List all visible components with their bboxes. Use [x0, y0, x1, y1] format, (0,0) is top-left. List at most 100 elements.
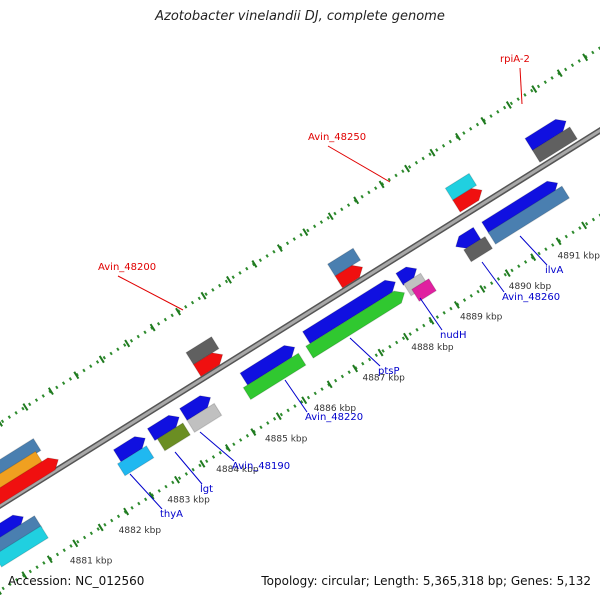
gene-feature[interactable] [242, 352, 307, 401]
track-tick [453, 300, 460, 309]
gene-feature[interactable] [326, 247, 362, 277]
gene-feature[interactable] [395, 266, 418, 286]
track-tick [124, 339, 131, 348]
tick-label: 4888 kbp [411, 343, 454, 353]
gene-feature[interactable] [0, 525, 49, 568]
gene-feature[interactable] [463, 235, 494, 263]
tick-label: 4884 kbp [216, 465, 259, 475]
gene-label-outer[interactable]: rpiA-2 [500, 54, 530, 65]
gene-label-inner[interactable]: ptsP [378, 366, 400, 377]
track-tick [148, 491, 155, 500]
genome-summary-text: Topology: circular; Length: 5,365,318 bp… [261, 574, 591, 588]
gene-label-inner[interactable]: Avin_48190 [232, 461, 290, 472]
track-tick [22, 403, 29, 411]
track-tick [200, 291, 207, 300]
track-tick [251, 260, 258, 268]
leader-line [481, 261, 505, 293]
gene-label-inner[interactable]: thyA [160, 509, 183, 520]
tick-label: 4886 kbp [314, 404, 357, 414]
gene-feature[interactable] [455, 226, 482, 249]
track-tick [377, 348, 384, 357]
track-tick [275, 412, 282, 421]
tick-label: 4885 kbp [265, 435, 308, 445]
track-tick [21, 571, 28, 580]
track-tick [199, 459, 206, 468]
gene-feature[interactable] [186, 402, 223, 433]
gene-feature[interactable] [524, 118, 567, 152]
gene-feature[interactable] [411, 278, 437, 302]
track-tick [403, 332, 409, 341]
tick-marks: 4881 kbp 4882 kbp 4883 kbp 4884 kbp 4885 kbp… [0, 53, 600, 595]
gene-feature[interactable] [481, 180, 559, 235]
gene-callouts: rpiA-2 Avin_48250 Avin_48200 ilvA Avin_48260… [98, 54, 563, 520]
gene-feature[interactable] [452, 187, 483, 213]
gene-feature[interactable] [0, 457, 59, 508]
tick-label: 4882 kbp [119, 526, 162, 536]
leader-line [519, 67, 523, 105]
gene-feature[interactable] [444, 172, 478, 201]
gene-label-inner[interactable]: ilvA [545, 265, 563, 276]
gene-feature[interactable] [178, 395, 212, 422]
gene-feature[interactable] [239, 345, 296, 386]
gene-feature[interactable] [112, 436, 146, 463]
track-tick [504, 269, 511, 277]
track-tick [530, 253, 537, 262]
tick-label: 4889 kbp [460, 313, 503, 323]
gene-feature[interactable] [185, 336, 220, 366]
track-tick [352, 364, 359, 373]
track-tick [175, 307, 182, 316]
outer-dotted-track [0, 46, 600, 425]
track-tick [531, 85, 538, 93]
track-tick [326, 380, 333, 389]
leader-line [284, 379, 308, 413]
leader-line [519, 235, 548, 266]
gene-label-outer[interactable]: Avin_48250 [308, 132, 366, 143]
track-tick [72, 539, 79, 548]
track-tick [174, 475, 180, 484]
gene-feature[interactable] [146, 414, 180, 442]
track-tick [0, 590, 2, 595]
track-tick [98, 355, 105, 364]
track-tick [505, 101, 512, 109]
track-tick [429, 148, 436, 157]
gene-feature[interactable] [334, 264, 364, 289]
gene-label-inner[interactable]: Avin_48260 [502, 292, 560, 303]
track-tick [327, 212, 334, 221]
track-tick [480, 116, 487, 125]
track-tick [404, 164, 411, 173]
gene-label-inner[interactable]: lgt [200, 484, 213, 495]
gene-label-outer[interactable]: Avin_48200 [98, 262, 156, 273]
tick-label: 4881 kbp [70, 556, 113, 566]
gene-features[interactable] [0, 118, 578, 568]
track-tick [226, 275, 232, 284]
gene-feature[interactable] [116, 445, 155, 477]
track-tick [479, 285, 486, 293]
backbone-highlight [0, 128, 600, 508]
track-tick [454, 132, 461, 141]
accession-text: Accession: NC_012560 [8, 574, 145, 588]
leader-line [327, 145, 391, 183]
leader-line [199, 431, 235, 462]
gene-label-inner[interactable]: Avin_48220 [305, 412, 363, 423]
gene-feature[interactable] [531, 126, 578, 163]
track-tick [123, 507, 130, 516]
gene-label-inner[interactable]: nudH [440, 330, 467, 341]
track-tick [353, 196, 360, 205]
gene-feature[interactable] [487, 185, 571, 245]
gene-feature[interactable] [305, 290, 406, 359]
track-tick [378, 180, 385, 189]
map-title: Azotobacter vinelandii DJ, complete geno… [155, 9, 445, 24]
track-tick [46, 555, 53, 564]
gene-feature[interactable] [0, 437, 42, 488]
gene-feature[interactable] [156, 422, 191, 452]
tick-label: 4891 kbp [558, 252, 600, 262]
track-tick [555, 237, 562, 246]
gene-feature[interactable] [0, 514, 24, 544]
gene-feature[interactable] [301, 279, 397, 345]
tick-label: 4890 kbp [509, 282, 552, 292]
leader-line [419, 297, 443, 331]
track-tick [581, 221, 588, 230]
gene-feature[interactable] [192, 352, 224, 378]
